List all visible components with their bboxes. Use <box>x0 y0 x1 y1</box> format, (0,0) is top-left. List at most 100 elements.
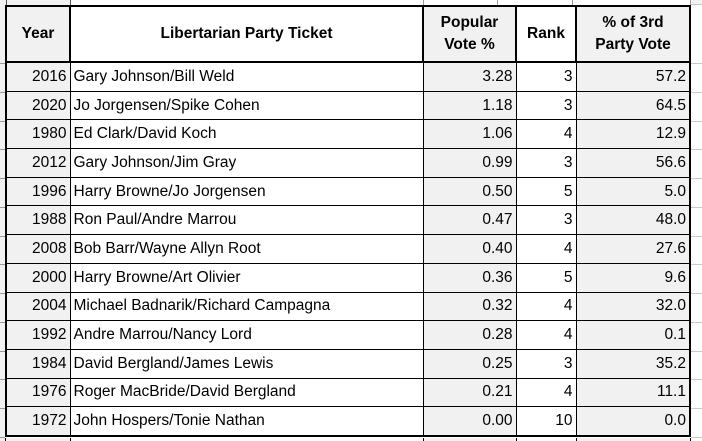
sheet-gridline <box>691 350 702 352</box>
sheet-gridline <box>691 120 702 122</box>
cell-popular-vote[interactable]: 1.18 <box>422 90 517 121</box>
cell-ticket[interactable]: Ed Clark/David Koch <box>69 119 424 150</box>
cell-popular-vote[interactable]: 0.28 <box>422 320 517 350</box>
table-body: 2016 Gary Johnson/Bill Weld 3.28 3 57.2 … <box>5 61 691 437</box>
cell-rank[interactable]: 3 <box>515 205 577 236</box>
table-row: 1992 Andre Marrou/Nancy Lord 0.28 4 0.1 <box>5 320 691 350</box>
cell-rank[interactable]: 4 <box>515 291 577 322</box>
table-row: 1976 Roger MacBride/David Bergland 0.21 … <box>5 377 691 408</box>
cell-third-party-vote[interactable]: 48.0 <box>575 205 691 236</box>
sheet-gridline <box>0 206 5 208</box>
cell-ticket[interactable]: Michael Badnarik/Richard Campagna <box>69 291 424 322</box>
cell-rank[interactable]: 3 <box>515 148 577 178</box>
cell-popular-vote[interactable]: 3.28 <box>422 61 517 92</box>
bottom-cell-sliver <box>576 438 691 441</box>
cell-year[interactable]: 1980 <box>5 119 71 150</box>
column-header-popular-vote[interactable]: Popular Vote % <box>422 5 517 63</box>
cell-rank[interactable]: 3 <box>515 348 577 379</box>
cell-year[interactable]: 1992 <box>5 320 71 350</box>
cell-year[interactable]: 1976 <box>5 377 71 408</box>
column-header-ticket[interactable]: Libertarian Party Ticket <box>69 5 424 63</box>
cell-popular-vote[interactable]: 0.47 <box>422 205 517 236</box>
cell-ticket[interactable]: Roger MacBride/David Bergland <box>69 377 424 408</box>
sheet-gridline <box>691 63 702 65</box>
sheet-gridline <box>691 407 702 409</box>
cell-third-party-vote[interactable]: 9.6 <box>575 262 691 293</box>
cell-year[interactable]: 1972 <box>5 406 71 437</box>
cell-ticket[interactable]: John Hospers/Tonie Nathan <box>69 406 424 437</box>
cell-ticket[interactable]: Harry Browne/Jo Jorgensen <box>69 176 424 207</box>
table-row: 1988 Ron Paul/Andre Marrou 0.47 3 48.0 <box>5 205 691 236</box>
cell-year[interactable]: 2016 <box>5 61 71 92</box>
sheet-gridline <box>0 407 5 409</box>
sheet-gridline <box>0 293 5 295</box>
table-row: 2012 Gary Johnson/Jim Gray 0.99 3 56.6 <box>5 148 691 178</box>
cell-third-party-vote[interactable]: 0.0 <box>575 406 691 437</box>
cell-rank[interactable]: 5 <box>515 176 577 207</box>
sheet-gridline <box>0 235 5 237</box>
cell-third-party-vote[interactable]: 57.2 <box>575 61 691 92</box>
cell-year[interactable]: 1996 <box>5 176 71 207</box>
cell-year[interactable]: 2020 <box>5 90 71 121</box>
column-header-third-party-vote[interactable]: % of 3rd Party Vote <box>575 5 691 63</box>
cell-popular-vote[interactable]: 0.99 <box>422 148 517 178</box>
bottom-adjacent-cells <box>5 438 691 441</box>
cell-popular-vote[interactable]: 0.21 <box>422 377 517 408</box>
cell-third-party-vote[interactable]: 35.2 <box>575 348 691 379</box>
cell-third-party-vote[interactable]: 64.5 <box>575 90 691 121</box>
table-row: 2020 Jo Jorgensen/Spike Cohen 1.18 3 64.… <box>5 90 691 121</box>
cell-rank[interactable]: 3 <box>515 61 577 92</box>
cell-ticket[interactable]: Bob Barr/Wayne Allyn Root <box>69 234 424 264</box>
sheet-gridline <box>691 264 702 266</box>
table-row: 1972 John Hospers/Tonie Nathan 0.00 10 0… <box>5 406 691 437</box>
cell-popular-vote[interactable]: 0.36 <box>422 262 517 293</box>
cell-third-party-vote[interactable]: 32.0 <box>575 291 691 322</box>
cell-ticket[interactable]: Gary Johnson/Jim Gray <box>69 148 424 178</box>
table-row: 2004 Michael Badnarik/Richard Campagna 0… <box>5 291 691 322</box>
cell-rank[interactable]: 4 <box>515 234 577 264</box>
cell-year[interactable]: 2012 <box>5 148 71 178</box>
cell-rank[interactable]: 4 <box>515 320 577 350</box>
cell-ticket[interactable]: Harry Browne/Art Olivier <box>69 262 424 293</box>
cell-ticket[interactable]: Andre Marrou/Nancy Lord <box>69 320 424 350</box>
cell-year[interactable]: 1988 <box>5 205 71 236</box>
cell-popular-vote[interactable]: 0.25 <box>422 348 517 379</box>
sheet-gridline <box>691 149 702 151</box>
cell-rank[interactable]: 3 <box>515 90 577 121</box>
table-row: 2008 Bob Barr/Wayne Allyn Root 0.40 4 27… <box>5 234 691 264</box>
cell-third-party-vote[interactable]: 56.6 <box>575 148 691 178</box>
cell-year[interactable]: 2000 <box>5 262 71 293</box>
cell-rank[interactable]: 4 <box>515 377 577 408</box>
sheet-gridline <box>691 206 702 208</box>
cell-third-party-vote[interactable]: 0.1 <box>575 320 691 350</box>
cell-third-party-vote[interactable]: 12.9 <box>575 119 691 150</box>
cell-third-party-vote[interactable]: 11.1 <box>575 377 691 408</box>
cell-year[interactable]: 1984 <box>5 348 71 379</box>
cell-popular-vote[interactable]: 0.50 <box>422 176 517 207</box>
cell-popular-vote[interactable]: 0.32 <box>422 291 517 322</box>
column-header-rank[interactable]: Rank <box>515 5 577 63</box>
cell-ticket[interactable]: Gary Johnson/Bill Weld <box>69 61 424 92</box>
cell-rank[interactable]: 5 <box>515 262 577 293</box>
sheet-gridline <box>0 350 5 352</box>
column-header-year[interactable]: Year <box>5 5 71 63</box>
cell-third-party-vote[interactable]: 5.0 <box>575 176 691 207</box>
cell-ticket[interactable]: David Bergland/James Lewis <box>69 348 424 379</box>
cell-rank[interactable]: 4 <box>515 119 577 150</box>
cell-rank[interactable]: 10 <box>515 406 577 437</box>
sheet-gridline <box>0 321 5 323</box>
table-row: 2000 Harry Browne/Art Olivier 0.36 5 9.6 <box>5 262 691 293</box>
sheet-gridline <box>6 0 7 5</box>
cell-third-party-vote[interactable]: 27.6 <box>575 234 691 264</box>
cell-popular-vote[interactable]: 0.40 <box>422 234 517 264</box>
cell-year[interactable]: 2004 <box>5 291 71 322</box>
cell-popular-vote[interactable]: 1.06 <box>422 119 517 150</box>
cell-year[interactable]: 2008 <box>5 234 71 264</box>
sheet-gridline <box>70 0 71 5</box>
cell-popular-vote[interactable]: 0.00 <box>422 406 517 437</box>
sheet-gridline <box>691 178 702 180</box>
cell-ticket[interactable]: Jo Jorgensen/Spike Cohen <box>69 90 424 121</box>
cell-ticket[interactable]: Ron Paul/Andre Marrou <box>69 205 424 236</box>
sheet-gridline <box>691 293 702 295</box>
